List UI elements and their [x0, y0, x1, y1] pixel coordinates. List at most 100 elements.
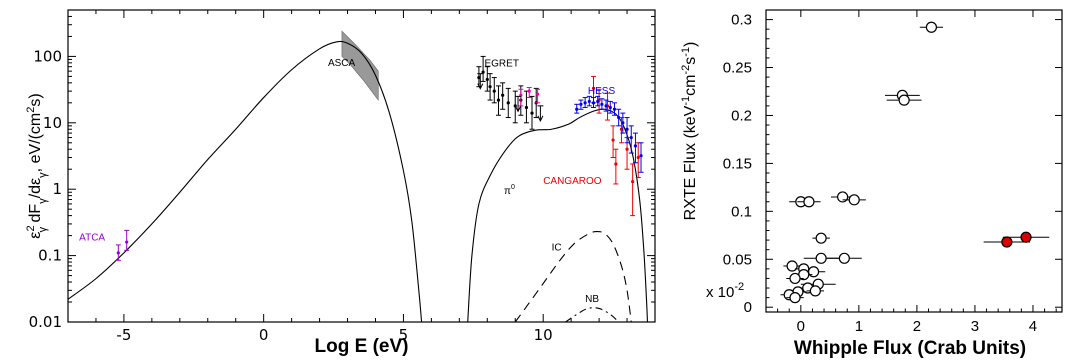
x-tick-label: 2	[913, 318, 921, 335]
data-point	[600, 102, 604, 106]
data-point	[527, 89, 531, 93]
scatter-point	[838, 252, 850, 264]
y-axis-label-part: -1	[680, 47, 692, 57]
plot-frame	[67, 9, 656, 323]
x-tick-label: 4	[1029, 318, 1037, 335]
y-axis-label-part: /dε	[27, 178, 44, 198]
scatter-point	[898, 94, 910, 106]
y-axis-label-part: cm	[682, 75, 699, 96]
y-axis-label-part: -2	[680, 65, 692, 75]
scatter-point	[837, 191, 849, 203]
correlation-chart: 0 1 2 3 4 0 0.05 0.1 0.15 0.2 0.25 0.3 x 10-2 Whipple…	[680, 9, 1063, 359]
y-tick-label: 0.3	[731, 12, 752, 29]
scatter-point	[786, 260, 798, 272]
y-axis-label: RXTE Flux (keV-1cm-2s-1)	[680, 42, 699, 221]
data-point	[612, 107, 617, 111]
data-point	[477, 75, 481, 80]
y-axis-label-part: γ	[37, 172, 49, 178]
data-point	[591, 86, 596, 90]
x-tick-label: 0	[797, 318, 805, 335]
data-point	[614, 162, 618, 166]
scatter-point	[789, 272, 801, 285]
y-axis-label-part: γ	[37, 226, 49, 232]
scatter-point	[815, 252, 827, 264]
plot-area	[68, 30, 649, 322]
y-tick-label: 10	[43, 114, 62, 132]
data-point	[485, 77, 489, 82]
data-point	[116, 251, 120, 255]
annotation-label: π0	[504, 184, 515, 197]
data-point	[501, 93, 505, 97]
upper-limit-arrow	[515, 106, 521, 113]
y-tick-label: 0	[744, 299, 752, 316]
y-axis-label-part: RXTE Flux (keV	[682, 105, 699, 220]
upper-limit-arrow	[537, 115, 544, 122]
x-axis-label: Whipple Flux (Crab Units)	[794, 338, 1026, 359]
annotation-label: ATCA	[79, 232, 105, 243]
data-point	[125, 240, 129, 244]
y-axis-label-part: γ	[37, 198, 49, 204]
annotation-label: CANGAROO	[543, 176, 602, 187]
scatter-point	[807, 266, 820, 278]
upper-limit-arrow	[477, 83, 484, 90]
y-tick-label: 0.05	[723, 251, 752, 268]
data-point	[492, 89, 496, 93]
y-tick-label: 1	[52, 180, 62, 198]
y-tick-label: 0.1	[731, 203, 752, 220]
model-curve-3	[514, 231, 632, 322]
y-axis-label-part: )	[682, 42, 699, 47]
x-tick-label: 10	[534, 326, 553, 344]
y-tick-label: 0.01	[29, 313, 62, 331]
y-axis-label: ε2γ dFγ/dεγ, eV/(cm2s)	[25, 93, 49, 238]
y-tick-label: 0.1	[38, 247, 62, 265]
scatter-point	[789, 292, 801, 304]
annotation-label: ASCA	[328, 58, 356, 69]
data-point	[625, 127, 629, 131]
model-curve-4	[565, 307, 620, 322]
axis-multiplier-exp: -2	[734, 281, 744, 293]
scatter-point	[1020, 231, 1032, 243]
x-tick-label: 5	[399, 326, 409, 344]
data-point	[583, 101, 587, 105]
data-point	[579, 102, 583, 106]
data-point	[604, 104, 608, 108]
y-axis-label-part: s)	[27, 93, 44, 106]
y-tick-label: 100	[33, 47, 62, 65]
annotation-label: EGRET	[484, 59, 518, 70]
y-axis-label-part: dF	[27, 204, 44, 227]
y-tick-label: 0.2	[731, 107, 752, 124]
data-point	[621, 121, 625, 125]
annotation-sup: 0	[511, 184, 515, 191]
data-point	[633, 144, 638, 148]
asca-band	[341, 30, 379, 101]
data-point	[625, 147, 629, 151]
x-axis-label: Log E (eV)	[315, 336, 409, 357]
data-point	[496, 98, 501, 102]
data-point	[591, 101, 596, 105]
y-axis-label-part: 2	[25, 225, 37, 231]
data-point	[530, 111, 534, 115]
scatter-point	[925, 21, 938, 33]
y-tick-label: 0.15	[723, 155, 752, 172]
data-point	[608, 105, 612, 110]
data-point	[636, 155, 640, 160]
data-point	[506, 101, 510, 105]
scatter-point	[815, 232, 827, 244]
scatter-point	[809, 285, 821, 297]
model-curve-2	[467, 108, 649, 322]
data-point	[596, 99, 600, 104]
y-axis-label-part: ε	[27, 232, 44, 239]
data-point	[631, 180, 635, 184]
x-tick-label: 0	[259, 326, 269, 344]
annotation-label: HESS	[588, 86, 616, 97]
data-point	[575, 107, 579, 111]
data-point	[629, 135, 633, 140]
scatter-point	[848, 194, 860, 206]
y-axis-label-part: s	[682, 57, 699, 65]
y-axis-label-part: , eV/(cm	[27, 113, 44, 173]
data-point	[481, 70, 485, 74]
y-axis-label-part: -1	[680, 96, 692, 106]
data-point	[639, 154, 643, 158]
